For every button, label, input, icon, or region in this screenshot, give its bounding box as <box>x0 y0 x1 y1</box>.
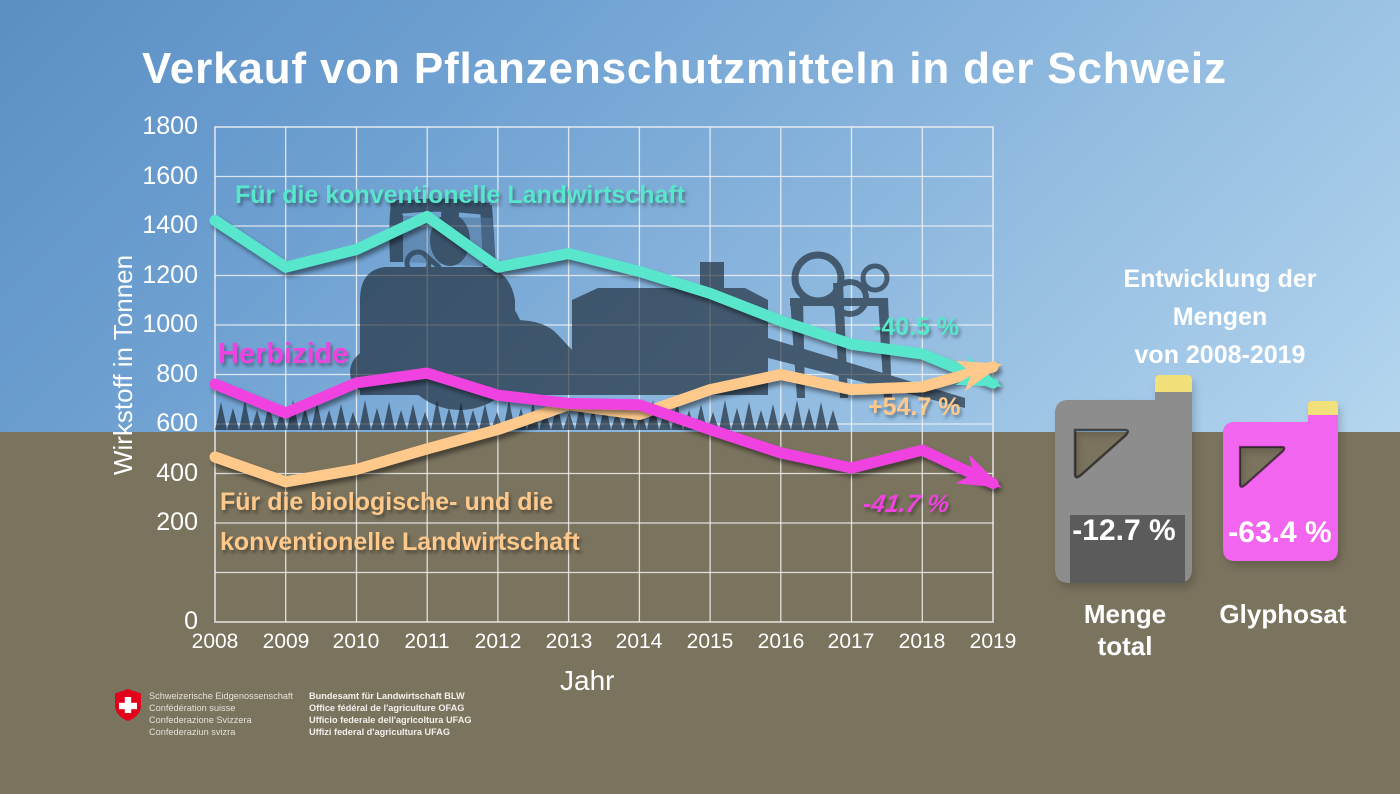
svg-text:-12.7 %: -12.7 % <box>1072 514 1175 547</box>
svg-text:-63.4 %: -63.4 % <box>1228 516 1331 549</box>
